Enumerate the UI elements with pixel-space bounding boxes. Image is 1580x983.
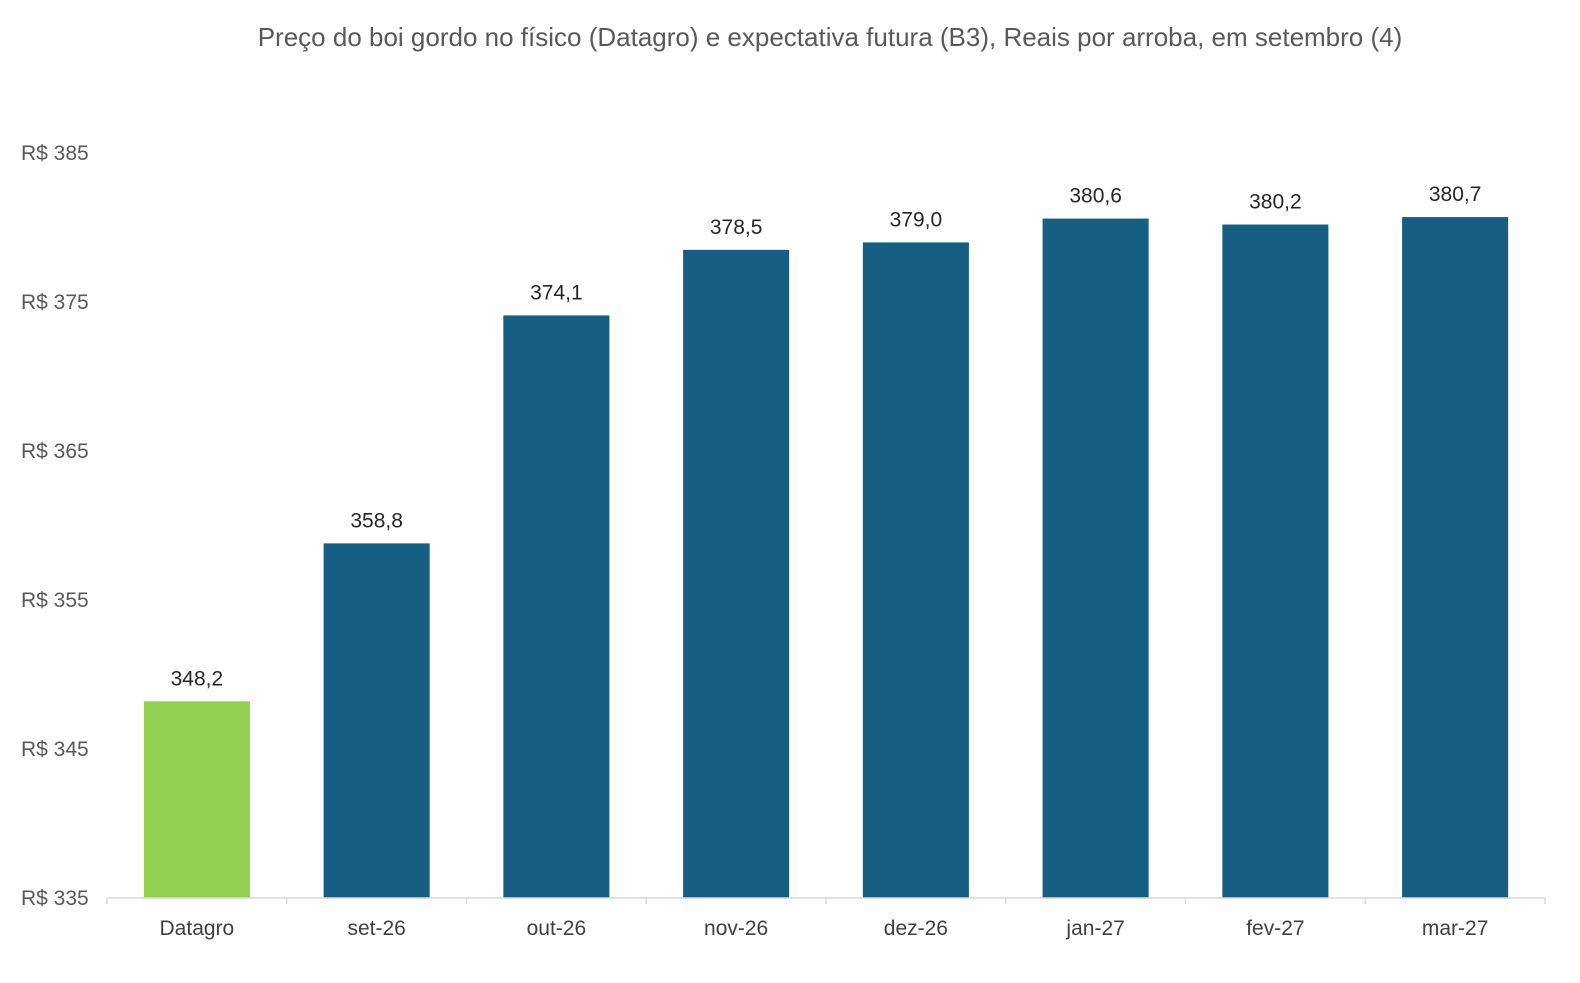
- x-tick-label: out-26: [527, 917, 587, 940]
- data-label: 374,1: [530, 281, 583, 304]
- data-labels: 348,2 358,8 374,1 378,5 379,0 380,6 380,2 380,7: [171, 183, 1482, 690]
- data-label: 380,2: [1249, 191, 1302, 214]
- bar-nov-26: [683, 249, 790, 899]
- x-tick-label: Datagro: [160, 917, 235, 940]
- bar-Datagro: [143, 701, 250, 898]
- data-label: 378,5: [710, 216, 763, 239]
- y-tick-label: R$ 355: [21, 589, 89, 612]
- bar-out-26: [503, 315, 610, 898]
- y-tick-label: R$ 345: [21, 738, 89, 761]
- data-label: 348,2: [171, 667, 224, 690]
- bar-dez-26: [862, 242, 969, 898]
- x-tick-label: nov-26: [704, 917, 768, 940]
- data-label: 358,8: [350, 509, 403, 532]
- data-label: 379,0: [890, 208, 943, 231]
- y-tick-label: R$ 385: [21, 142, 89, 165]
- bar-set-26: [323, 543, 430, 898]
- bar-fev-27: [1222, 224, 1329, 898]
- data-label: 380,6: [1069, 185, 1122, 208]
- x-tick-label: dez-26: [884, 917, 948, 940]
- x-tick-label: mar-27: [1422, 917, 1489, 940]
- x-axis: Datagro set-26 out-26 nov-26 dez-26 jan-27 fev…: [106, 898, 1546, 940]
- x-tick-label: fev-27: [1246, 917, 1304, 940]
- x-tick-label: jan-27: [1065, 917, 1124, 940]
- bar-mar-27: [1402, 217, 1509, 898]
- bar-jan-27: [1042, 218, 1149, 898]
- y-tick-label: R$ 375: [21, 291, 89, 314]
- y-tick-label: R$ 335: [21, 887, 89, 910]
- bars: [143, 217, 1509, 899]
- chart-title: Preço do boi gordo no físico (Datagro) e…: [257, 22, 1403, 52]
- data-label: 380,7: [1429, 183, 1482, 206]
- x-tick-label: set-26: [347, 917, 405, 940]
- y-tick-label: R$ 365: [21, 440, 89, 463]
- y-axis: R$ 335 R$ 345 R$ 355 R$ 365 R$ 375 R$ 385: [21, 142, 89, 910]
